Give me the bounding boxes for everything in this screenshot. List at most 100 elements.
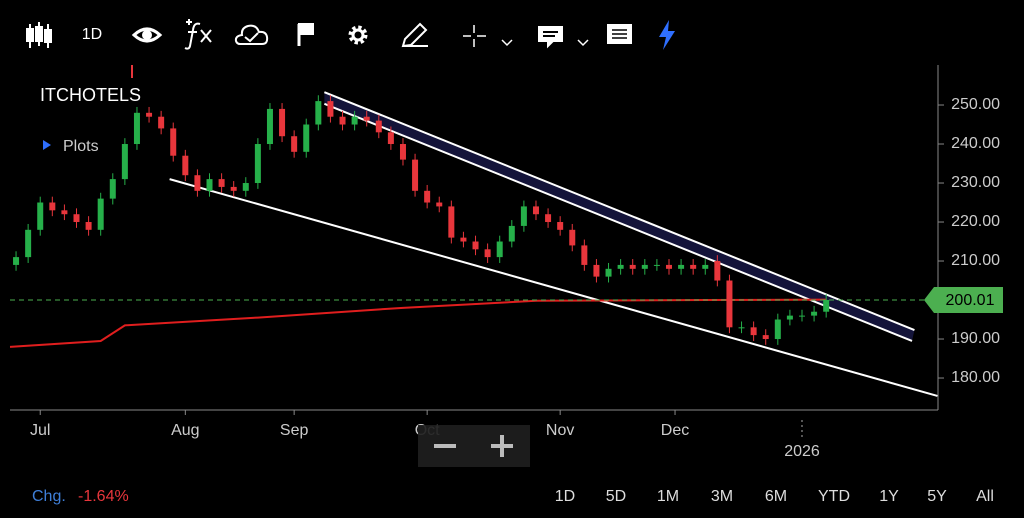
candle-body — [194, 175, 201, 191]
candle-body — [61, 210, 68, 215]
range-button[interactable]: 1D — [555, 488, 575, 505]
list-button[interactable] — [607, 24, 632, 44]
candle-body — [37, 202, 44, 230]
candle-body — [339, 116, 346, 125]
candle-body — [242, 183, 249, 191]
chart-type-button[interactable] — [26, 22, 52, 48]
lightning-button[interactable] — [659, 20, 675, 50]
last-price-label: 200.01 — [946, 292, 995, 309]
x-tick-label: Aug — [171, 422, 199, 439]
candle-body — [786, 315, 793, 320]
candle-body — [629, 264, 636, 269]
candle-body — [133, 112, 140, 145]
range-button[interactable]: 5D — [606, 488, 626, 505]
candle-body — [448, 206, 455, 238]
candle-body — [811, 311, 818, 316]
y-tick-label: 190.00 — [951, 330, 1000, 347]
candle-body — [641, 264, 648, 269]
candle-body — [158, 116, 165, 129]
x-tick-label: Sep — [280, 422, 309, 439]
candle-body — [738, 327, 745, 329]
interval-button[interactable]: 1D — [82, 26, 102, 43]
candle-body — [617, 264, 624, 269]
candle-body — [702, 264, 709, 269]
y-tick-label: 220.00 — [951, 213, 1000, 230]
candle-body — [97, 198, 104, 230]
candle-body — [25, 229, 32, 258]
candle-body — [690, 264, 697, 269]
candle-body — [182, 155, 189, 176]
channel-fill — [324, 92, 915, 341]
candle-body — [726, 280, 733, 328]
candle-body — [399, 144, 406, 160]
candle-body — [363, 116, 370, 121]
candle-body — [774, 319, 781, 340]
plots-toggle-icon[interactable] — [43, 140, 51, 150]
candle-body — [387, 132, 394, 145]
y-tick-label: 240.00 — [951, 135, 1000, 152]
candle-body — [109, 179, 116, 199]
channel-upper-line — [324, 91, 915, 331]
x-tick-label: Jul — [30, 422, 50, 439]
candle-body — [266, 108, 273, 145]
range-button[interactable]: 5Y — [927, 488, 947, 505]
y-tick-label: 250.00 — [951, 96, 1000, 113]
y-tick-label: 180.00 — [951, 369, 1000, 386]
candle-body — [206, 179, 213, 191]
indicator-button[interactable] — [184, 19, 212, 50]
candle-body — [508, 225, 515, 242]
candle-body — [762, 335, 769, 340]
zoom-control — [418, 425, 530, 467]
comment-button[interactable] — [538, 26, 589, 49]
settings-button[interactable] — [348, 25, 368, 45]
candle-body — [121, 144, 128, 180]
cloud-button[interactable] — [234, 24, 269, 45]
range-buttons: 1D 5D 1M 3M 6M YTD 1Y 5Y All — [555, 488, 994, 505]
candle-body — [13, 257, 20, 265]
candle-body — [472, 241, 479, 250]
crosshair-button[interactable] — [463, 25, 513, 47]
channel-lower-line — [324, 102, 913, 342]
draw-button[interactable] — [401, 22, 428, 48]
candle-body — [798, 315, 805, 317]
candle-body — [581, 245, 588, 265]
candle-body — [218, 179, 225, 187]
range-button[interactable]: YTD — [818, 488, 850, 505]
candle-body — [170, 128, 177, 156]
range-button[interactable]: All — [976, 488, 994, 505]
candle-body — [351, 116, 358, 125]
range-button[interactable]: 1M — [657, 488, 679, 505]
candle-body — [375, 120, 382, 133]
candle-body — [146, 112, 153, 117]
visibility-button[interactable] — [131, 27, 163, 43]
candle-body — [85, 222, 92, 230]
candle-body — [424, 190, 431, 203]
candle-body — [714, 261, 721, 281]
y-tick-label: 230.00 — [951, 174, 1000, 191]
candle-body — [750, 327, 757, 336]
zoom-in-button[interactable] — [491, 435, 513, 457]
x-tick-label: Dec — [661, 422, 689, 439]
candle-body — [484, 249, 491, 258]
toolbar: 1D — [26, 19, 675, 50]
candle-body — [605, 268, 612, 277]
candle-body — [254, 144, 261, 184]
candle-body — [279, 108, 286, 137]
range-button[interactable]: 6M — [765, 488, 787, 505]
candle-body — [823, 299, 830, 312]
range-button[interactable]: 3M — [711, 488, 733, 505]
support-line — [169, 178, 938, 397]
last-price-tag — [924, 286, 1003, 313]
range-button[interactable]: 1Y — [879, 488, 899, 505]
flag-button[interactable] — [297, 23, 314, 46]
candle-body — [436, 202, 443, 207]
candle-body — [291, 136, 298, 152]
plots-toggle[interactable]: Plots — [63, 138, 99, 155]
candle-body — [496, 241, 503, 258]
candle-body — [678, 264, 685, 269]
x-tick-label: 2026 — [784, 443, 820, 460]
candle-body — [557, 222, 564, 230]
candle-body — [73, 214, 80, 223]
